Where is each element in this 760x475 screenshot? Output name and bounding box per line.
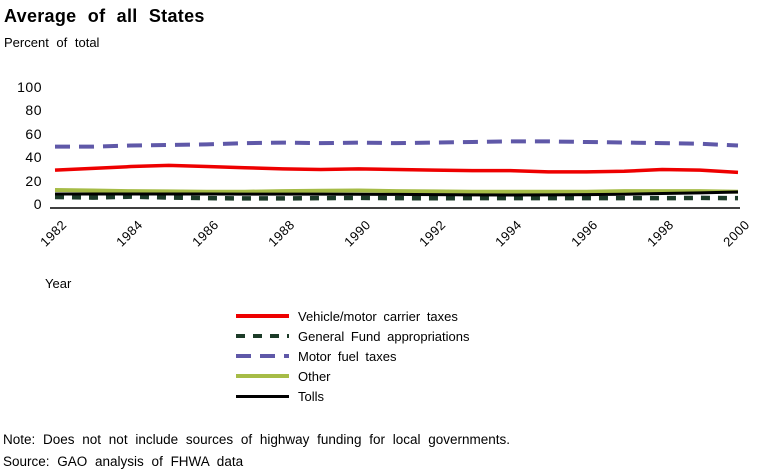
legend-line-swatch (236, 314, 289, 318)
y-tick-label-20: 20 (25, 172, 42, 189)
legend-label: General Fund appropriations (298, 328, 470, 344)
chart-title: Average of all States (4, 6, 205, 26)
legend-label: Motor fuel taxes (298, 348, 397, 364)
chart-legend: Vehicle/motor carrier taxes General Fund … (236, 306, 470, 406)
legend-row: Other (236, 366, 470, 386)
series-line-general-fund-appropriations (54, 194, 739, 201)
series-line-motor-fuel-taxes (55, 139, 739, 149)
source-text: Source: GAO analysis of FHWA data (3, 454, 244, 469)
note-text: Note: Does not not include sources of hi… (3, 432, 511, 447)
y-tick-label-40: 40 (25, 149, 42, 166)
y-tick-label-100: 100 (17, 79, 42, 95)
chart-subtitle: Percent of total (4, 35, 100, 50)
y-tick-label-60: 60 (25, 125, 42, 142)
legend-row: Motor fuel taxes (236, 346, 470, 366)
y-tick-label-80: 80 (25, 102, 42, 119)
legend-line-swatch (236, 354, 289, 358)
legend-label: Tolls (298, 388, 325, 404)
y-tick-label-0: 0 (33, 196, 42, 212)
series-line-vehicle-motor-carrier-taxes (54, 163, 739, 175)
series-line-tolls (55, 190, 739, 197)
legend-line-swatch (236, 374, 289, 378)
x-axis-title: Year (45, 276, 72, 291)
legend-label: Other (298, 368, 331, 384)
legend-line-swatch (236, 333, 289, 339)
series-line-other (54, 187, 739, 194)
legend-line-swatch (236, 394, 289, 398)
legend-row: Vehicle/motor carrier taxes (236, 306, 470, 326)
legend-label: Vehicle/motor carrier taxes (298, 308, 458, 324)
legend-row: Tolls (236, 386, 470, 406)
legend-row: General Fund appropriations (236, 326, 470, 346)
